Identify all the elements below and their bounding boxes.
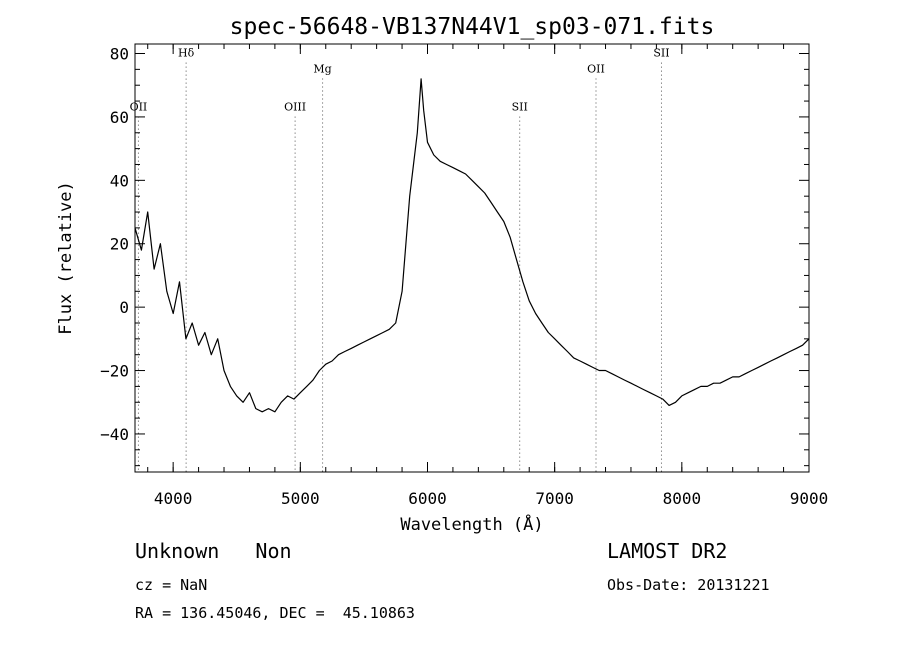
spectral-line-markers: OII Hδ OIII Mg SII OII SII xyxy=(130,47,670,472)
spectral-line-label: OII xyxy=(130,101,148,114)
spectral-line-label: OII xyxy=(587,63,605,76)
x-tick-label: 4000 xyxy=(154,489,193,508)
redshift-cz: cz = NaN xyxy=(135,576,208,594)
survey-name: LAMOST DR2 xyxy=(607,539,728,563)
x-tick-label: 9000 xyxy=(790,489,829,508)
spectral-line-label: SII xyxy=(653,47,669,60)
coordinates: RA = 136.45046, DEC = 45.10863 xyxy=(135,604,415,622)
y-tick-label: 40 xyxy=(110,171,129,190)
x-tick-label: 7000 xyxy=(535,489,574,508)
object-class-row: Unknown Non xyxy=(135,539,292,563)
y-tick-label: −20 xyxy=(100,362,129,381)
y-axis: −40 −20 0 20 40 60 80 xyxy=(100,45,809,467)
observation-date: Obs-Date: 20131221 xyxy=(607,576,770,594)
spectral-line-label: OIII xyxy=(284,101,306,114)
y-axis-label: Flux (relative) xyxy=(56,181,76,335)
object-subclass: Non xyxy=(255,539,292,563)
x-tick-label: 8000 xyxy=(663,489,702,508)
spectral-line-label: Hδ xyxy=(178,47,195,60)
spectral-line-label: SII xyxy=(512,101,528,114)
y-tick-label: 80 xyxy=(110,45,129,64)
x-axis-label: Wavelength (Å) xyxy=(400,513,543,535)
y-tick-label: 20 xyxy=(110,235,129,254)
plot-frame xyxy=(134,43,810,473)
y-tick-label: 60 xyxy=(110,108,129,127)
spectrum-series xyxy=(134,78,810,413)
y-tick-label: −40 xyxy=(100,425,129,444)
spectrum-line xyxy=(134,78,810,413)
y-tick-label: 0 xyxy=(119,298,129,317)
object-class: Unknown xyxy=(135,539,220,563)
x-tick-label: 6000 xyxy=(408,489,447,508)
chart-title: spec-56648-VB137N44V1_sp03-071.fits xyxy=(230,14,715,40)
spectral-line-label: Mg xyxy=(313,63,331,76)
x-axis: 4000 5000 6000 7000 8000 9000 xyxy=(147,44,829,508)
x-tick-label: 5000 xyxy=(281,489,320,508)
